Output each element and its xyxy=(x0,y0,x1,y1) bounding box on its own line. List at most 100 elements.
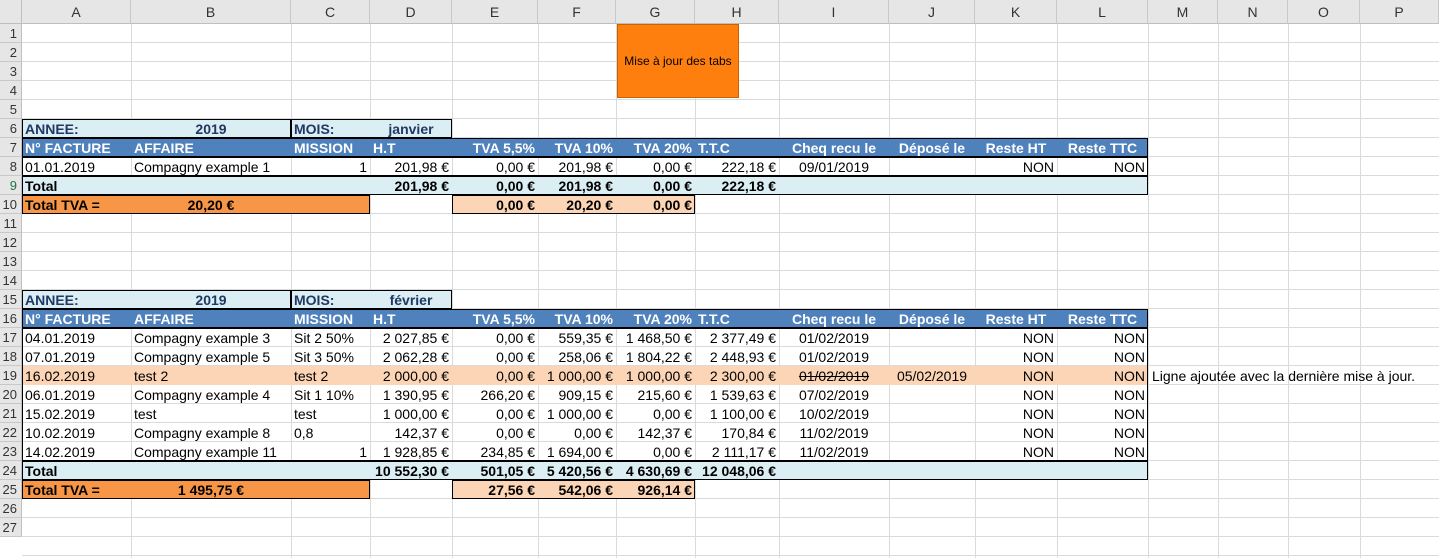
total-ttc[interactable]: 12 048,06 € xyxy=(702,462,776,479)
row-header-24[interactable]: 24 xyxy=(0,461,22,480)
table-cell[interactable]: 909,15 € xyxy=(558,386,614,403)
table-cell[interactable]: 1 000,00 € xyxy=(546,405,613,422)
tva20-total[interactable]: 926,14 € xyxy=(637,481,693,498)
total-ttc[interactable]: 222,18 € xyxy=(721,177,777,194)
table-cell[interactable]: test xyxy=(294,405,317,422)
row-header-16[interactable]: 16 xyxy=(0,309,22,328)
table-cell[interactable]: 266,20 € xyxy=(480,386,536,403)
table-cell[interactable]: 2 448,93 € xyxy=(709,348,776,365)
tva55-total[interactable]: 27,56 € xyxy=(488,481,535,498)
row-header-17[interactable]: 17 xyxy=(0,328,22,347)
total-label[interactable]: Total xyxy=(25,177,58,194)
total-ht[interactable]: 201,98 € xyxy=(394,177,450,194)
column-title[interactable]: MISSION xyxy=(294,139,354,156)
column-header-f[interactable]: F xyxy=(538,0,616,24)
table-cell[interactable]: 2 300,00 € xyxy=(709,367,776,384)
table-cell[interactable]: Compagny example 1 xyxy=(134,158,271,175)
row-header-14[interactable]: 14 xyxy=(0,271,22,290)
row-header-8[interactable]: 8 xyxy=(0,157,22,176)
table-cell[interactable]: 1 xyxy=(359,158,367,175)
table-cell[interactable]: 201,98 € xyxy=(558,158,614,175)
table-cell[interactable]: 07.01.2019 xyxy=(25,348,96,365)
table-cell[interactable]: 2 111,17 € xyxy=(711,443,776,460)
table-cell[interactable]: 1 390,95 € xyxy=(382,386,449,403)
table-cell[interactable]: NON xyxy=(1022,386,1054,403)
table-cell[interactable]: 15.02.2019 xyxy=(25,405,96,422)
table-cell[interactable]: 1 928,85 € xyxy=(382,443,449,460)
table-cell[interactable]: 1 000,00 € xyxy=(546,367,613,384)
annee-value[interactable]: 2019 xyxy=(195,291,227,308)
table-cell[interactable]: test 2 xyxy=(134,367,169,384)
column-title[interactable]: TVA 10% xyxy=(554,139,613,156)
table-cell[interactable]: 1 xyxy=(359,443,367,460)
column-header-e[interactable]: E xyxy=(452,0,538,24)
column-header-d[interactable]: D xyxy=(370,0,452,24)
total-tva10[interactable]: 201,98 € xyxy=(558,177,614,194)
table-cell[interactable]: NON xyxy=(1113,443,1145,460)
table-cell[interactable]: Compagny example 11 xyxy=(134,443,277,460)
table-cell[interactable]: 170,84 € xyxy=(721,424,777,441)
table-cell[interactable]: 04.01.2019 xyxy=(25,329,96,346)
column-header-g[interactable]: G xyxy=(616,0,695,24)
row-header-20[interactable]: 20 xyxy=(0,385,22,404)
column-title[interactable]: AFFAIRE xyxy=(134,139,194,156)
table-cell[interactable]: 0,00 € xyxy=(496,424,535,441)
table-cell[interactable]: NON xyxy=(1022,329,1054,346)
table-cell[interactable]: test 2 xyxy=(294,367,329,384)
column-title[interactable]: Reste TTC xyxy=(1067,310,1138,327)
column-title[interactable]: N° FACTURE xyxy=(25,310,111,327)
tva20-total[interactable]: 0,00 € xyxy=(653,196,692,213)
table-cell[interactable]: 16.02.2019 xyxy=(25,367,96,384)
tva55-total[interactable]: 0,00 € xyxy=(496,196,535,213)
table-cell[interactable]: 11/02/2019 xyxy=(799,443,869,460)
table-cell[interactable]: 258,06 € xyxy=(558,348,614,365)
table-cell[interactable]: NON xyxy=(1113,329,1145,346)
table-cell[interactable]: NON xyxy=(1113,348,1145,365)
table-cell[interactable]: test xyxy=(134,405,157,422)
update-tabs-button[interactable]: Mise à jour des tabs xyxy=(617,24,739,98)
total-tva20[interactable]: 0,00 € xyxy=(653,177,692,194)
column-header-m[interactable]: M xyxy=(1148,0,1218,24)
annee-label[interactable]: ANNEE: xyxy=(25,120,79,137)
tva-label[interactable]: Total TVA = xyxy=(25,196,100,213)
table-cell[interactable]: 1 804,22 € xyxy=(625,348,692,365)
tva-total[interactable]: 1 495,75 € xyxy=(177,481,245,498)
table-cell[interactable]: 1 468,50 € xyxy=(625,329,692,346)
row-header-1[interactable]: 1 xyxy=(0,24,22,43)
column-header-l[interactable]: L xyxy=(1057,0,1148,24)
row-header-15[interactable]: 15 xyxy=(0,290,22,309)
row-header-7[interactable]: 7 xyxy=(0,138,22,157)
table-cell[interactable]: 07/02/2019 xyxy=(798,386,870,403)
tva-total[interactable]: 20,20 € xyxy=(187,196,235,213)
table-cell[interactable]: Compagny example 4 xyxy=(134,386,271,403)
total-ht[interactable]: 10 552,30 € xyxy=(375,462,449,479)
row-header-21[interactable]: 21 xyxy=(0,404,22,423)
column-header-n[interactable]: N xyxy=(1218,0,1288,24)
table-cell[interactable]: 01/02/2019 xyxy=(798,329,870,346)
row-header-18[interactable]: 18 xyxy=(0,347,22,366)
row-header-10[interactable]: 10 xyxy=(0,195,22,214)
column-title[interactable]: TVA 20% xyxy=(633,139,692,156)
table-cell[interactable]: 2 000,00 € xyxy=(382,367,449,384)
column-title[interactable]: Reste HT xyxy=(985,310,1047,327)
table-cell[interactable]: NON xyxy=(1113,424,1145,441)
column-title[interactable]: AFFAIRE xyxy=(134,310,194,327)
column-header-h[interactable]: H xyxy=(695,0,779,24)
column-title[interactable]: T.T.C xyxy=(698,310,730,327)
table-cell[interactable]: 14.02.2019 xyxy=(25,443,96,460)
table-cell[interactable]: 1 000,00 € xyxy=(382,405,449,422)
total-tva55[interactable]: 0,00 € xyxy=(496,177,535,194)
table-cell[interactable]: NON xyxy=(1022,348,1054,365)
table-cell[interactable]: 559,35 € xyxy=(558,329,614,346)
column-title[interactable]: H.T xyxy=(373,310,396,327)
row-header-5[interactable]: 5 xyxy=(0,100,22,119)
table-cell[interactable]: 2 062,28 € xyxy=(382,348,449,365)
column-header-j[interactable]: J xyxy=(889,0,975,24)
table-cell[interactable]: 10.02.2019 xyxy=(25,424,96,441)
table-cell[interactable]: 0,00 € xyxy=(653,405,692,422)
column-title[interactable]: T.T.C xyxy=(698,139,730,156)
table-cell[interactable]: 01/02/2019 xyxy=(798,348,870,365)
table-cell[interactable]: Compagny example 5 xyxy=(134,348,271,365)
table-cell[interactable]: NON xyxy=(1113,386,1145,403)
